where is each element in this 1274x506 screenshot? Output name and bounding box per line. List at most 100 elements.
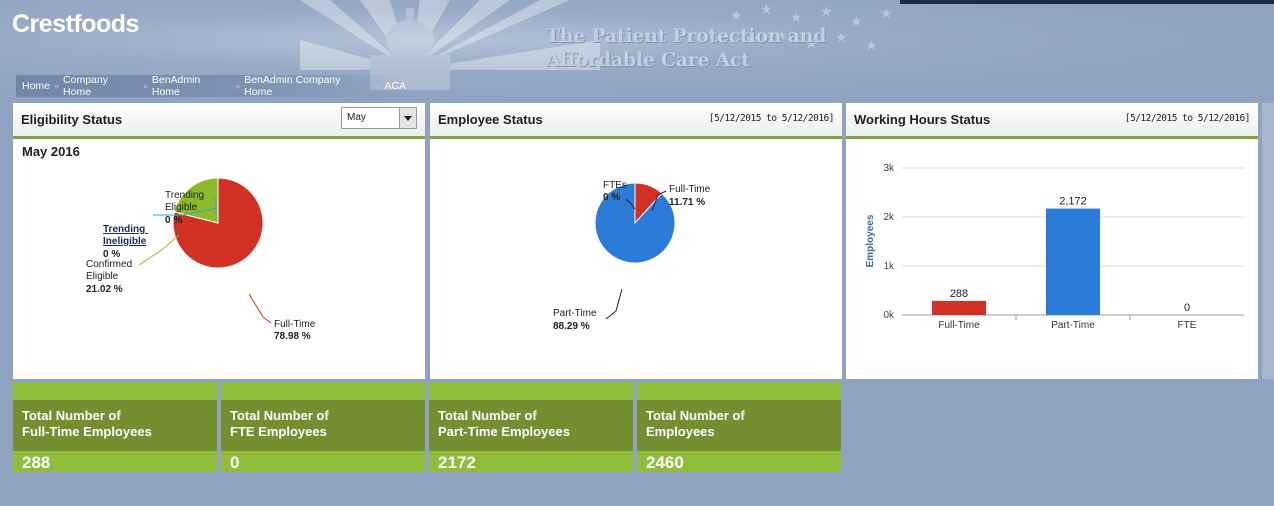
breadcrumb-separator-icon: » [54, 81, 60, 91]
tile-top-band [429, 382, 633, 400]
flag-stars-graphic: ★ ★ ★ ★★ ★ ★ ★ ★ ★ ★ [730, 1, 893, 53]
tile-label-line2: Part-Time Employees [438, 424, 570, 439]
label-parttime: Part-Time 88.29 % [553, 308, 599, 332]
tile-fulltime-employees: Total Number of Full-Time Employees 288 [13, 382, 217, 472]
pie-slice-full-time[interactable] [172, 177, 264, 269]
tile-top-band [221, 382, 425, 400]
tile-value: 2172 [429, 451, 633, 472]
label-ftes: FTEs 0 % [603, 180, 630, 203]
breadcrumb-aca[interactable]: ACA [384, 80, 406, 92]
tile-label-line2: FTE Employees [230, 424, 327, 439]
tile-value: 2460 [637, 451, 841, 472]
label-trending-eligible: Trending Eligible 0 % [165, 190, 207, 226]
eligibility-pie-chart: Trending Eligible 0 % Trending Ineligibl… [86, 177, 318, 342]
tile-label-line1: Total Number of [230, 408, 329, 423]
label-fulltime: Full-Time 78.98 % [274, 319, 318, 342]
working-hours-date-range: [5/12/2015 to 5/12/2016] [1124, 113, 1251, 124]
tile-label: Total Number of FTE Employees [221, 400, 425, 451]
employee-pie-chart: FTEs 0 % Full-Time 11.71 % Part-Time 88.… [553, 180, 713, 332]
breadcrumb-benadmin-company-home[interactable]: BenAdmin Company Home [244, 74, 341, 98]
svg-text:★: ★ [760, 1, 773, 17]
breadcrumb: Home » Company Home » BenAdmin Home » Be… [16, 74, 406, 98]
employee-status-panel: Employee Status [5/12/2015 to 5/12/2016]… [430, 103, 842, 379]
breadcrumb-separator-icon: » [375, 81, 381, 91]
svg-text:★: ★ [880, 5, 893, 21]
month-select[interactable]: May [341, 107, 417, 129]
breadcrumb-benadmin-home[interactable]: BenAdmin Home [151, 74, 201, 98]
x-tick-label: FTE [1178, 320, 1197, 331]
label-confirmed-eligible: Confirmed Eligible 21.02 % [86, 259, 135, 295]
employee-panel-title: Employee Status [438, 112, 543, 127]
svg-text:★: ★ [835, 29, 848, 45]
y-tick-label: 3k [883, 163, 895, 174]
svg-text:★: ★ [790, 9, 803, 25]
tile-total-employees: Total Number of Employees 2460 [637, 382, 841, 472]
banner-title-line1: The Patient Protection and [546, 25, 827, 47]
y-axis-label: Employees [865, 214, 876, 267]
panel-scrollbar[interactable] [1262, 103, 1274, 379]
bar-full-time[interactable] [932, 300, 986, 315]
x-tick-label: Part-Time [1051, 320, 1095, 331]
tile-top-band [13, 382, 217, 400]
breadcrumb-separator-icon: » [142, 81, 148, 91]
y-tick-label: 0k [883, 310, 895, 321]
tile-value: 288 [13, 451, 217, 472]
tile-label-line1: Total Number of [646, 408, 745, 423]
pie-slice-confirmed-eligible[interactable] [173, 177, 219, 224]
connector-confirmed-eligible [138, 234, 180, 266]
svg-text:★: ★ [805, 35, 818, 51]
tile-label: Total Number of Full-Time Employees [13, 400, 217, 451]
working-hours-panel: Working Hours Status [5/12/2015 to 5/12/… [846, 103, 1258, 379]
y-tick-label: 2k [883, 212, 895, 223]
banner-title-line2: Affordable Care Act [546, 49, 750, 71]
top-utility-bar [900, 0, 1274, 4]
bar-marks: 288 Full-Time 2,172 Part-Time 0 FTE [932, 196, 1197, 331]
eligibility-panel-title: Eligibility Status [21, 112, 123, 127]
tile-label: Total Number of Part-Time Employees [429, 400, 633, 451]
eligibility-pie-slices [172, 177, 264, 269]
y-tick-label: 1k [883, 261, 895, 272]
connector-ftes [625, 198, 636, 210]
employee-date-range: [5/12/2015 to 5/12/2016] [708, 113, 835, 124]
capitol-rays-graphic [300, 0, 600, 90]
tile-top-band [637, 382, 841, 400]
tile-value: 0 [221, 451, 425, 472]
svg-text:★: ★ [775, 27, 788, 43]
tile-label: Total Number of Employees [637, 400, 841, 451]
connector-fulltime-emp [651, 190, 667, 212]
label-trending-ineligible-pct: 0 % [103, 249, 120, 260]
breadcrumb-separator-icon: » [235, 81, 241, 91]
tile-label-line2: Full-Time Employees [22, 424, 152, 439]
tile-parttime-employees: Total Number of Part-Time Employees 2172 [429, 382, 633, 472]
eligibility-period: May 2016 [22, 144, 80, 159]
chevron-down-icon[interactable] [399, 108, 416, 128]
x-tick-label: Full-Time [938, 320, 980, 331]
svg-text:★: ★ [865, 37, 878, 53]
svg-text:★: ★ [850, 13, 863, 29]
label-fulltime-emp: Full-Time 11.71 % [669, 184, 713, 208]
working-hours-panel-header: Working Hours Status [5/12/2015 to 5/12/… [846, 103, 1258, 139]
eligibility-panel-header: Eligibility Status May [13, 103, 425, 139]
connector-fulltime [248, 293, 272, 324]
eligibility-status-panel: Eligibility Status May May 2016 Trending… [13, 103, 425, 379]
banner-title: The Patient Protection and Affordable Ca… [546, 24, 826, 72]
breadcrumb-home[interactable]: Home [22, 80, 51, 92]
employee-panel-header: Employee Status [5/12/2015 to 5/12/2016] [430, 103, 842, 139]
tile-fte-employees: Total Number of FTE Employees 0 [221, 382, 425, 472]
connector-trending-ineligible [153, 207, 218, 216]
tile-label-line2: Employees [646, 424, 715, 439]
svg-text:★: ★ [745, 31, 758, 47]
working-hours-panel-title: Working Hours Status [854, 112, 991, 127]
tile-label-line1: Total Number of [438, 408, 537, 423]
breadcrumb-company-home[interactable]: Company Home [63, 74, 108, 98]
bar-value-label: 2,172 [1059, 196, 1087, 208]
working-hours-bar-chart: Employees 0k 1k 2k 3k 288 Full-Time 2,172 Part… [865, 163, 1244, 331]
bar-value-label: 0 [1184, 302, 1190, 314]
connector-parttime [605, 288, 623, 320]
brand-logo[interactable]: Crestfoods [12, 10, 139, 38]
bar-value-label: 288 [950, 288, 968, 300]
bar-part-time[interactable] [1046, 208, 1100, 315]
svg-text:★: ★ [730, 7, 743, 23]
label-trending-ineligible[interactable]: Trending Ineligible [103, 224, 148, 247]
month-select-value: May [347, 112, 366, 123]
